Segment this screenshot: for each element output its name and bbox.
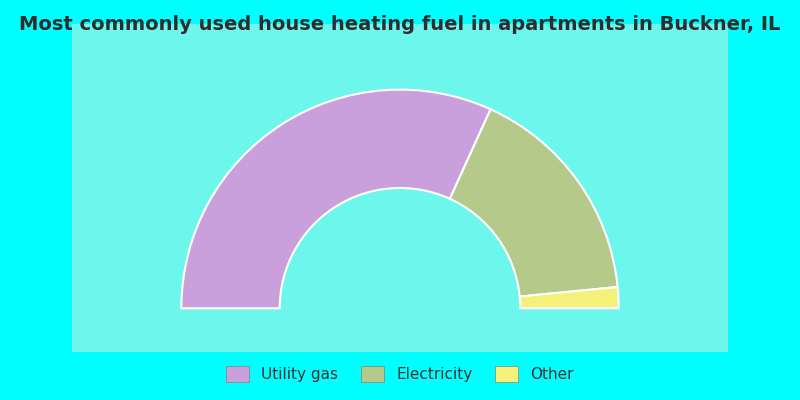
Wedge shape [520,287,618,308]
Wedge shape [182,90,490,308]
Wedge shape [450,109,618,296]
Text: Most commonly used house heating fuel in apartments in Buckner, IL: Most commonly used house heating fuel in… [19,14,781,34]
Legend: Utility gas, Electricity, Other: Utility gas, Electricity, Other [220,360,580,388]
